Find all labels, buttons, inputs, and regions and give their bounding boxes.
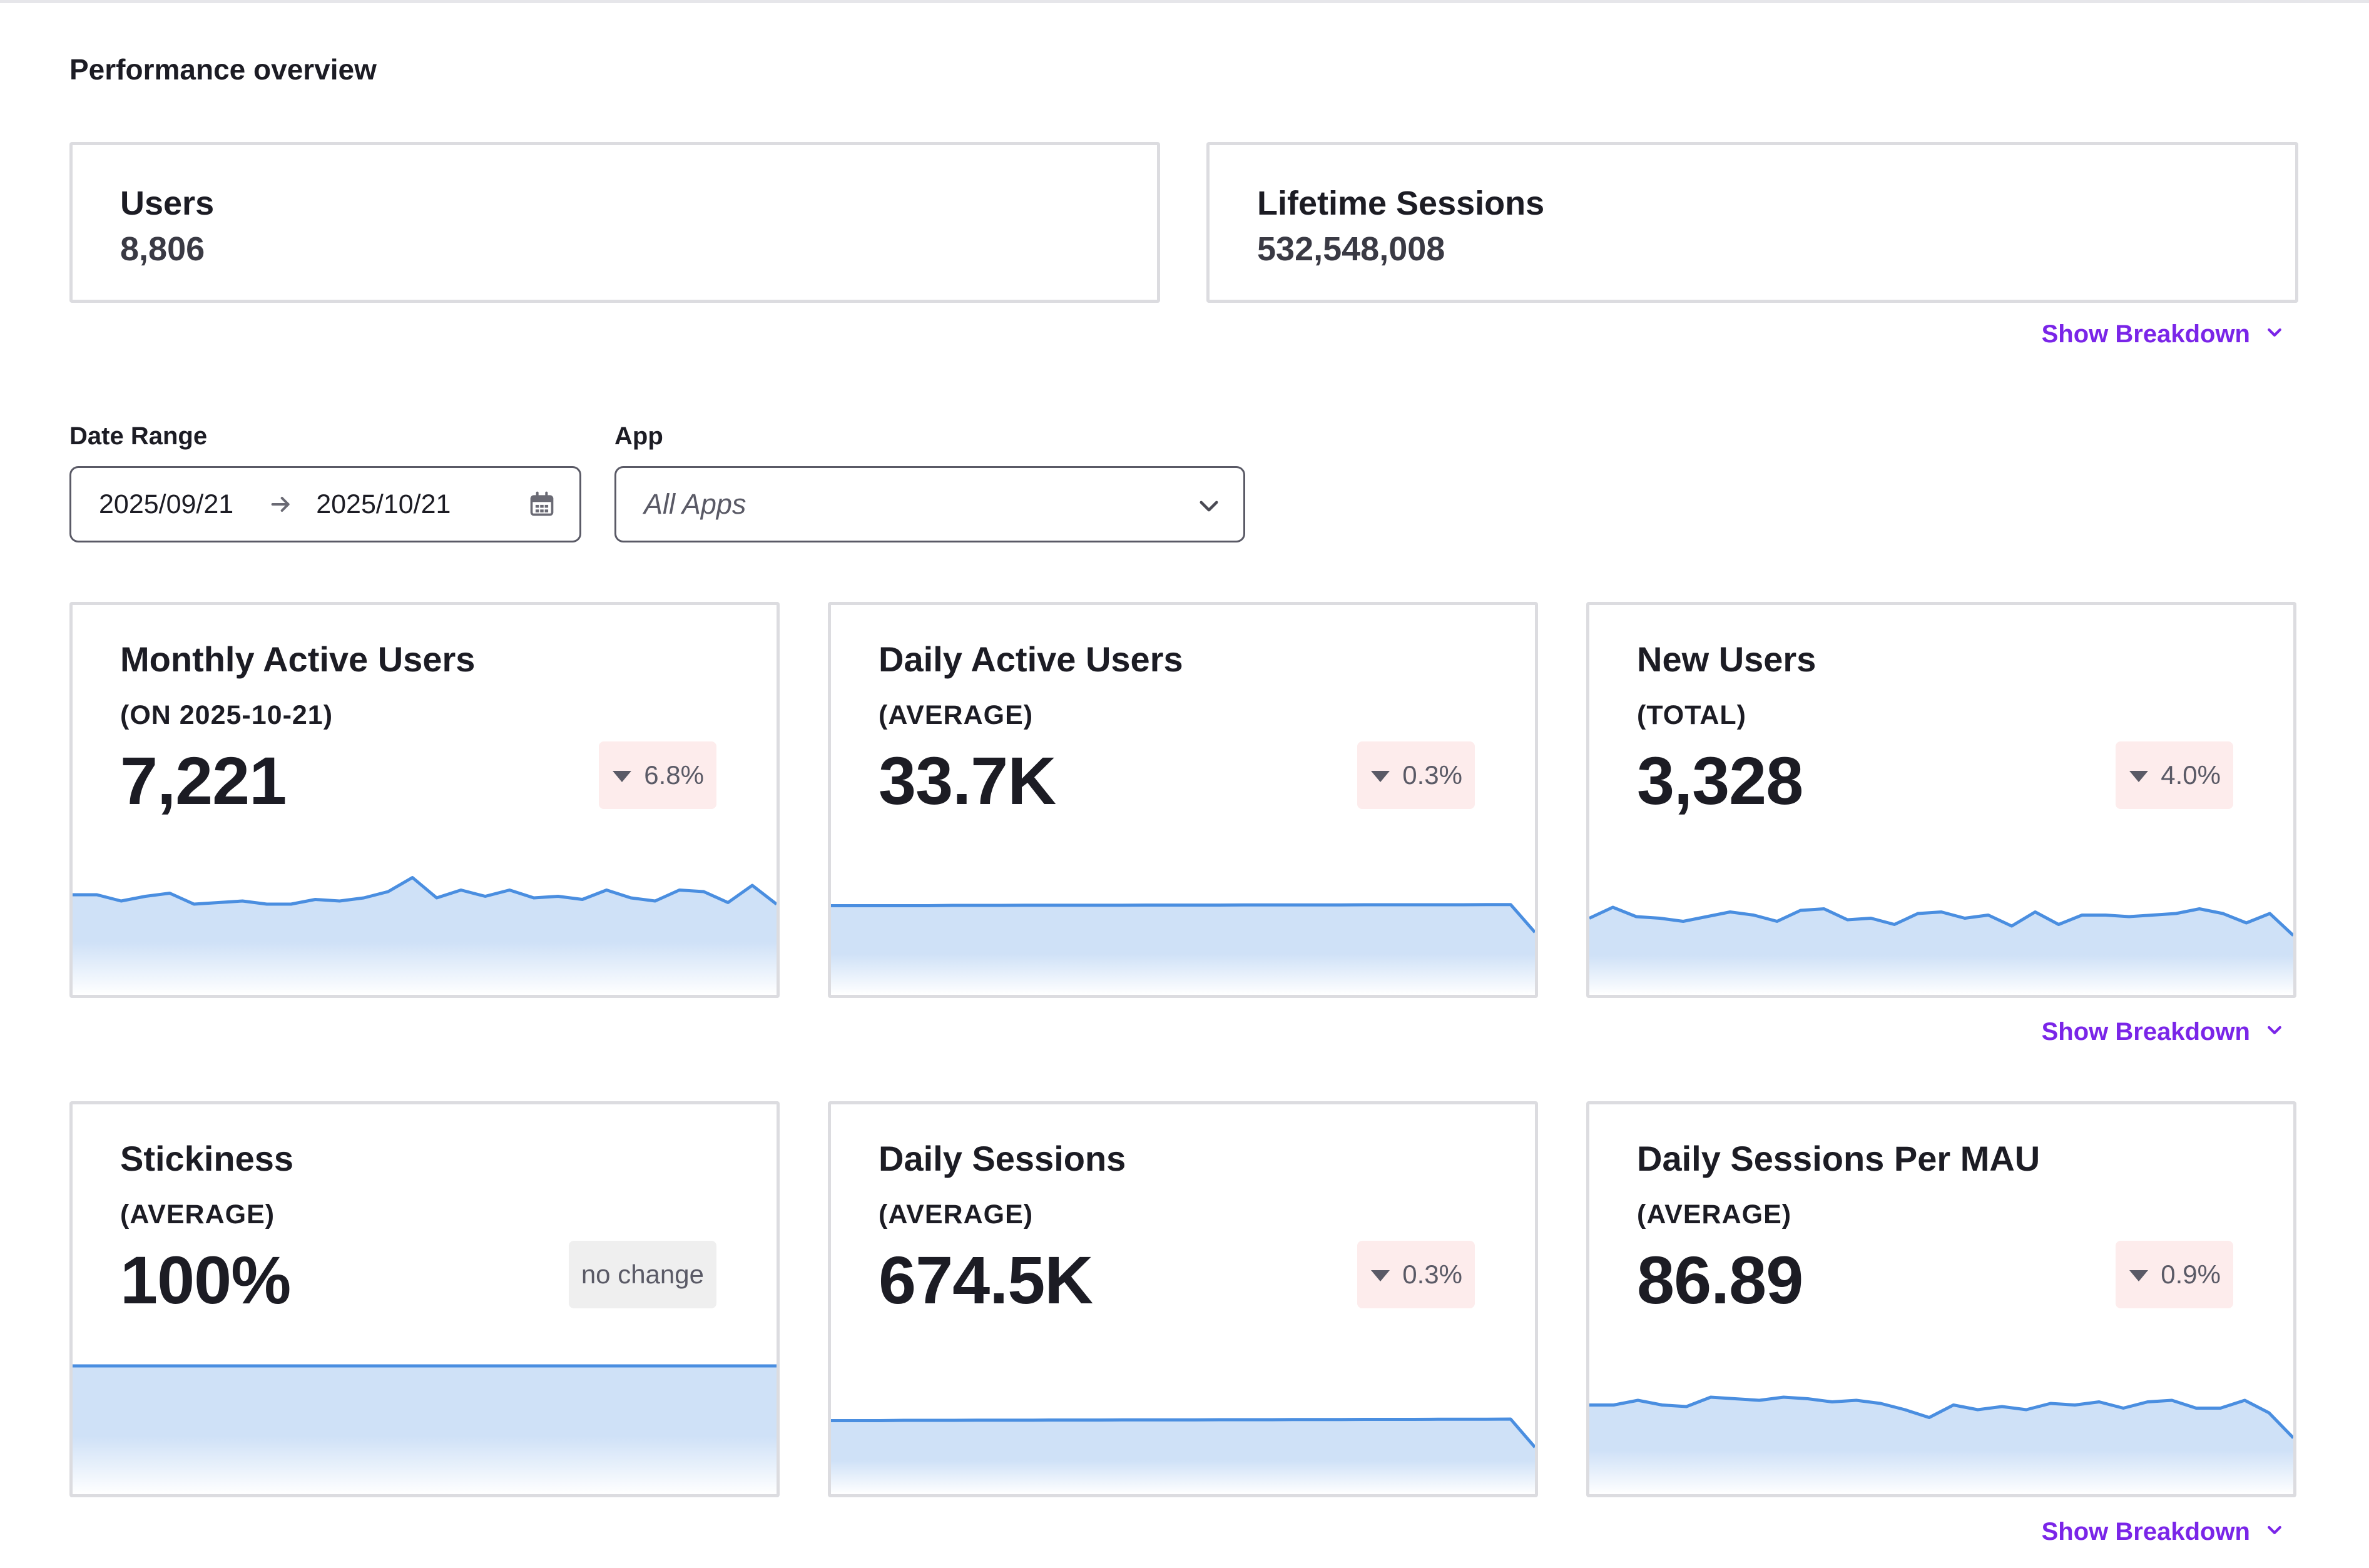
date-range-picker[interactable]: 2025/09/21 2025/10/21 bbox=[69, 466, 581, 542]
trend-sparkline bbox=[73, 876, 777, 995]
metric-value: 674.5K bbox=[879, 1242, 1093, 1318]
change-value: 0.3% bbox=[1402, 760, 1462, 790]
show-breakdown-button[interactable]: Show Breakdown bbox=[2042, 320, 2284, 349]
trend-line bbox=[1589, 905, 2293, 937]
show-breakdown-button[interactable]: Show Breakdown bbox=[2042, 1518, 2284, 1546]
metric-subtitle: (AVERAGE) bbox=[1637, 1199, 1792, 1229]
change-value: 6.8% bbox=[644, 760, 704, 790]
date-range-label: Date Range bbox=[69, 422, 208, 450]
trend-area bbox=[831, 904, 1535, 995]
metric-value: 33.7K bbox=[879, 743, 1056, 818]
metric-card: New Users (TOTAL) 3,328 4.0% bbox=[1586, 602, 2296, 998]
metric-value: 86.89 bbox=[1637, 1242, 1803, 1318]
chevron-down-icon bbox=[1196, 493, 1222, 526]
trend-sparkline bbox=[73, 1364, 777, 1494]
metric-title: New Users bbox=[1637, 639, 1816, 679]
change-value: 4.0% bbox=[2161, 760, 2221, 790]
trend-area bbox=[73, 877, 777, 995]
chevron-down-icon bbox=[2265, 320, 2284, 349]
change-badge: 0.3% bbox=[1357, 741, 1475, 809]
trend-sparkline bbox=[1589, 1395, 2293, 1494]
metric-subtitle: (AVERAGE) bbox=[879, 1199, 1034, 1229]
metric-subtitle: (AVERAGE) bbox=[879, 700, 1034, 730]
triangle-down-icon bbox=[2128, 760, 2149, 790]
summary-value: 8,806 bbox=[120, 230, 205, 268]
metric-card: Daily Active Users (AVERAGE) 33.7K 0.3% bbox=[828, 602, 1538, 998]
metric-title: Daily Active Users bbox=[879, 639, 1183, 679]
show-breakdown-label: Show Breakdown bbox=[2041, 1518, 2250, 1545]
summary-value: 532,548,008 bbox=[1257, 230, 1445, 268]
trend-area bbox=[1589, 907, 2293, 995]
start-date[interactable]: 2025/09/21 bbox=[99, 489, 234, 519]
metric-subtitle: (ON 2025-10-21) bbox=[120, 700, 334, 730]
metric-card: Stickiness (AVERAGE) 100% no change bbox=[69, 1101, 780, 1497]
show-breakdown-button[interactable]: Show Breakdown bbox=[2042, 1018, 2284, 1046]
app-select[interactable]: All Apps bbox=[614, 466, 1245, 542]
calendar-icon[interactable] bbox=[528, 491, 556, 525]
trend-area bbox=[1589, 1397, 2293, 1494]
change-value: no change bbox=[581, 1260, 704, 1289]
change-badge: no change bbox=[568, 1241, 716, 1308]
metric-value: 3,328 bbox=[1637, 743, 1803, 818]
metric-subtitle: (TOTAL) bbox=[1637, 700, 1746, 730]
app-label: App bbox=[614, 422, 663, 450]
metric-card: Daily Sessions (AVERAGE) 674.5K 0.3% bbox=[828, 1101, 1538, 1497]
metric-title: Monthly Active Users bbox=[120, 639, 476, 679]
metric-title: Daily Sessions Per MAU bbox=[1637, 1139, 2040, 1178]
lifetime-sessions-summary-card: Lifetime Sessions 532,548,008 bbox=[1206, 142, 2298, 303]
metric-value: 100% bbox=[120, 1242, 291, 1318]
triangle-down-icon bbox=[2128, 1260, 2149, 1290]
page-title: Performance overview bbox=[69, 53, 377, 86]
metric-title: Stickiness bbox=[120, 1139, 294, 1178]
users-summary-card: Users 8,806 bbox=[69, 142, 1160, 303]
triangle-down-icon bbox=[1370, 1260, 1391, 1290]
change-badge: 0.9% bbox=[2116, 1241, 2233, 1308]
triangle-down-icon bbox=[1370, 760, 1391, 790]
change-badge: 6.8% bbox=[599, 741, 716, 809]
metric-value: 7,221 bbox=[120, 743, 287, 818]
summary-label: Users bbox=[120, 185, 215, 222]
trend-line bbox=[831, 903, 1535, 934]
trend-area bbox=[831, 1419, 1535, 1494]
trend-line bbox=[1589, 1395, 2293, 1439]
change-badge: 4.0% bbox=[2116, 741, 2233, 809]
metric-subtitle: (AVERAGE) bbox=[120, 1199, 275, 1229]
end-date[interactable]: 2025/10/21 bbox=[316, 489, 451, 519]
chevron-down-icon bbox=[2265, 1518, 2284, 1546]
top-divider bbox=[0, 0, 2369, 3]
trend-line bbox=[831, 1417, 1535, 1448]
trend-sparkline bbox=[831, 1417, 1535, 1494]
summary-label: Lifetime Sessions bbox=[1257, 185, 1545, 222]
triangle-down-icon bbox=[611, 760, 633, 790]
metric-title: Daily Sessions bbox=[879, 1139, 1126, 1178]
change-value: 0.9% bbox=[2161, 1260, 2221, 1289]
arrow-right-icon bbox=[268, 492, 293, 517]
trend-line bbox=[73, 876, 777, 906]
change-value: 0.3% bbox=[1402, 1260, 1462, 1289]
trend-sparkline bbox=[831, 903, 1535, 995]
show-breakdown-label: Show Breakdown bbox=[2041, 1018, 2250, 1046]
show-breakdown-label: Show Breakdown bbox=[2041, 320, 2250, 348]
metric-card: Monthly Active Users (ON 2025-10-21) 7,221… bbox=[69, 602, 780, 998]
trend-area bbox=[73, 1366, 777, 1494]
change-badge: 0.3% bbox=[1357, 1241, 1475, 1308]
chevron-down-icon bbox=[2265, 1018, 2284, 1046]
app-select-value: All Apps bbox=[644, 488, 746, 520]
trend-sparkline bbox=[1589, 905, 2293, 995]
metric-card: Daily Sessions Per MAU (AVERAGE) 86.89 0.9% bbox=[1586, 1101, 2296, 1497]
